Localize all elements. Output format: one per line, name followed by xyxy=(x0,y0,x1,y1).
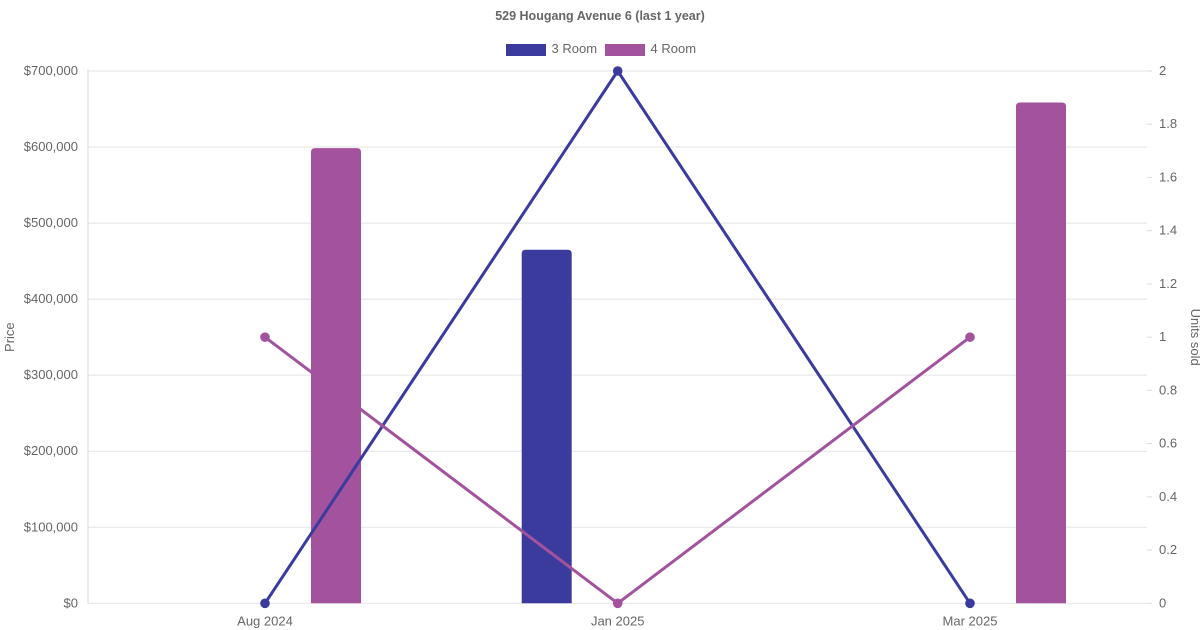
svg-text:$200,000: $200,000 xyxy=(24,443,78,458)
svg-text:0.2: 0.2 xyxy=(1159,542,1177,557)
svg-text:$300,000: $300,000 xyxy=(24,367,78,382)
svg-text:1.6: 1.6 xyxy=(1159,169,1177,184)
svg-text:0.4: 0.4 xyxy=(1159,489,1177,504)
svg-text:$500,000: $500,000 xyxy=(24,215,78,230)
svg-text:$700,000: $700,000 xyxy=(24,63,78,78)
svg-text:Price: Price xyxy=(2,322,17,352)
svg-text:0: 0 xyxy=(1159,595,1166,610)
svg-text:0.8: 0.8 xyxy=(1159,382,1177,397)
svg-text:Mar 2025: Mar 2025 xyxy=(943,613,998,628)
svg-text:Jan 2025: Jan 2025 xyxy=(591,613,645,628)
svg-text:$400,000: $400,000 xyxy=(24,291,78,306)
svg-text:$0: $0 xyxy=(64,595,78,610)
svg-text:1.4: 1.4 xyxy=(1159,223,1177,238)
svg-text:0.6: 0.6 xyxy=(1159,436,1177,451)
svg-text:1.2: 1.2 xyxy=(1159,276,1177,291)
svg-text:$600,000: $600,000 xyxy=(24,139,78,154)
svg-text:1.8: 1.8 xyxy=(1159,116,1177,131)
svg-text:Units sold: Units sold xyxy=(1188,309,1200,366)
svg-text:2: 2 xyxy=(1159,63,1166,78)
svg-text:$100,000: $100,000 xyxy=(24,519,78,534)
svg-text:Aug 2024: Aug 2024 xyxy=(237,613,293,628)
svg-text:1: 1 xyxy=(1159,329,1166,344)
